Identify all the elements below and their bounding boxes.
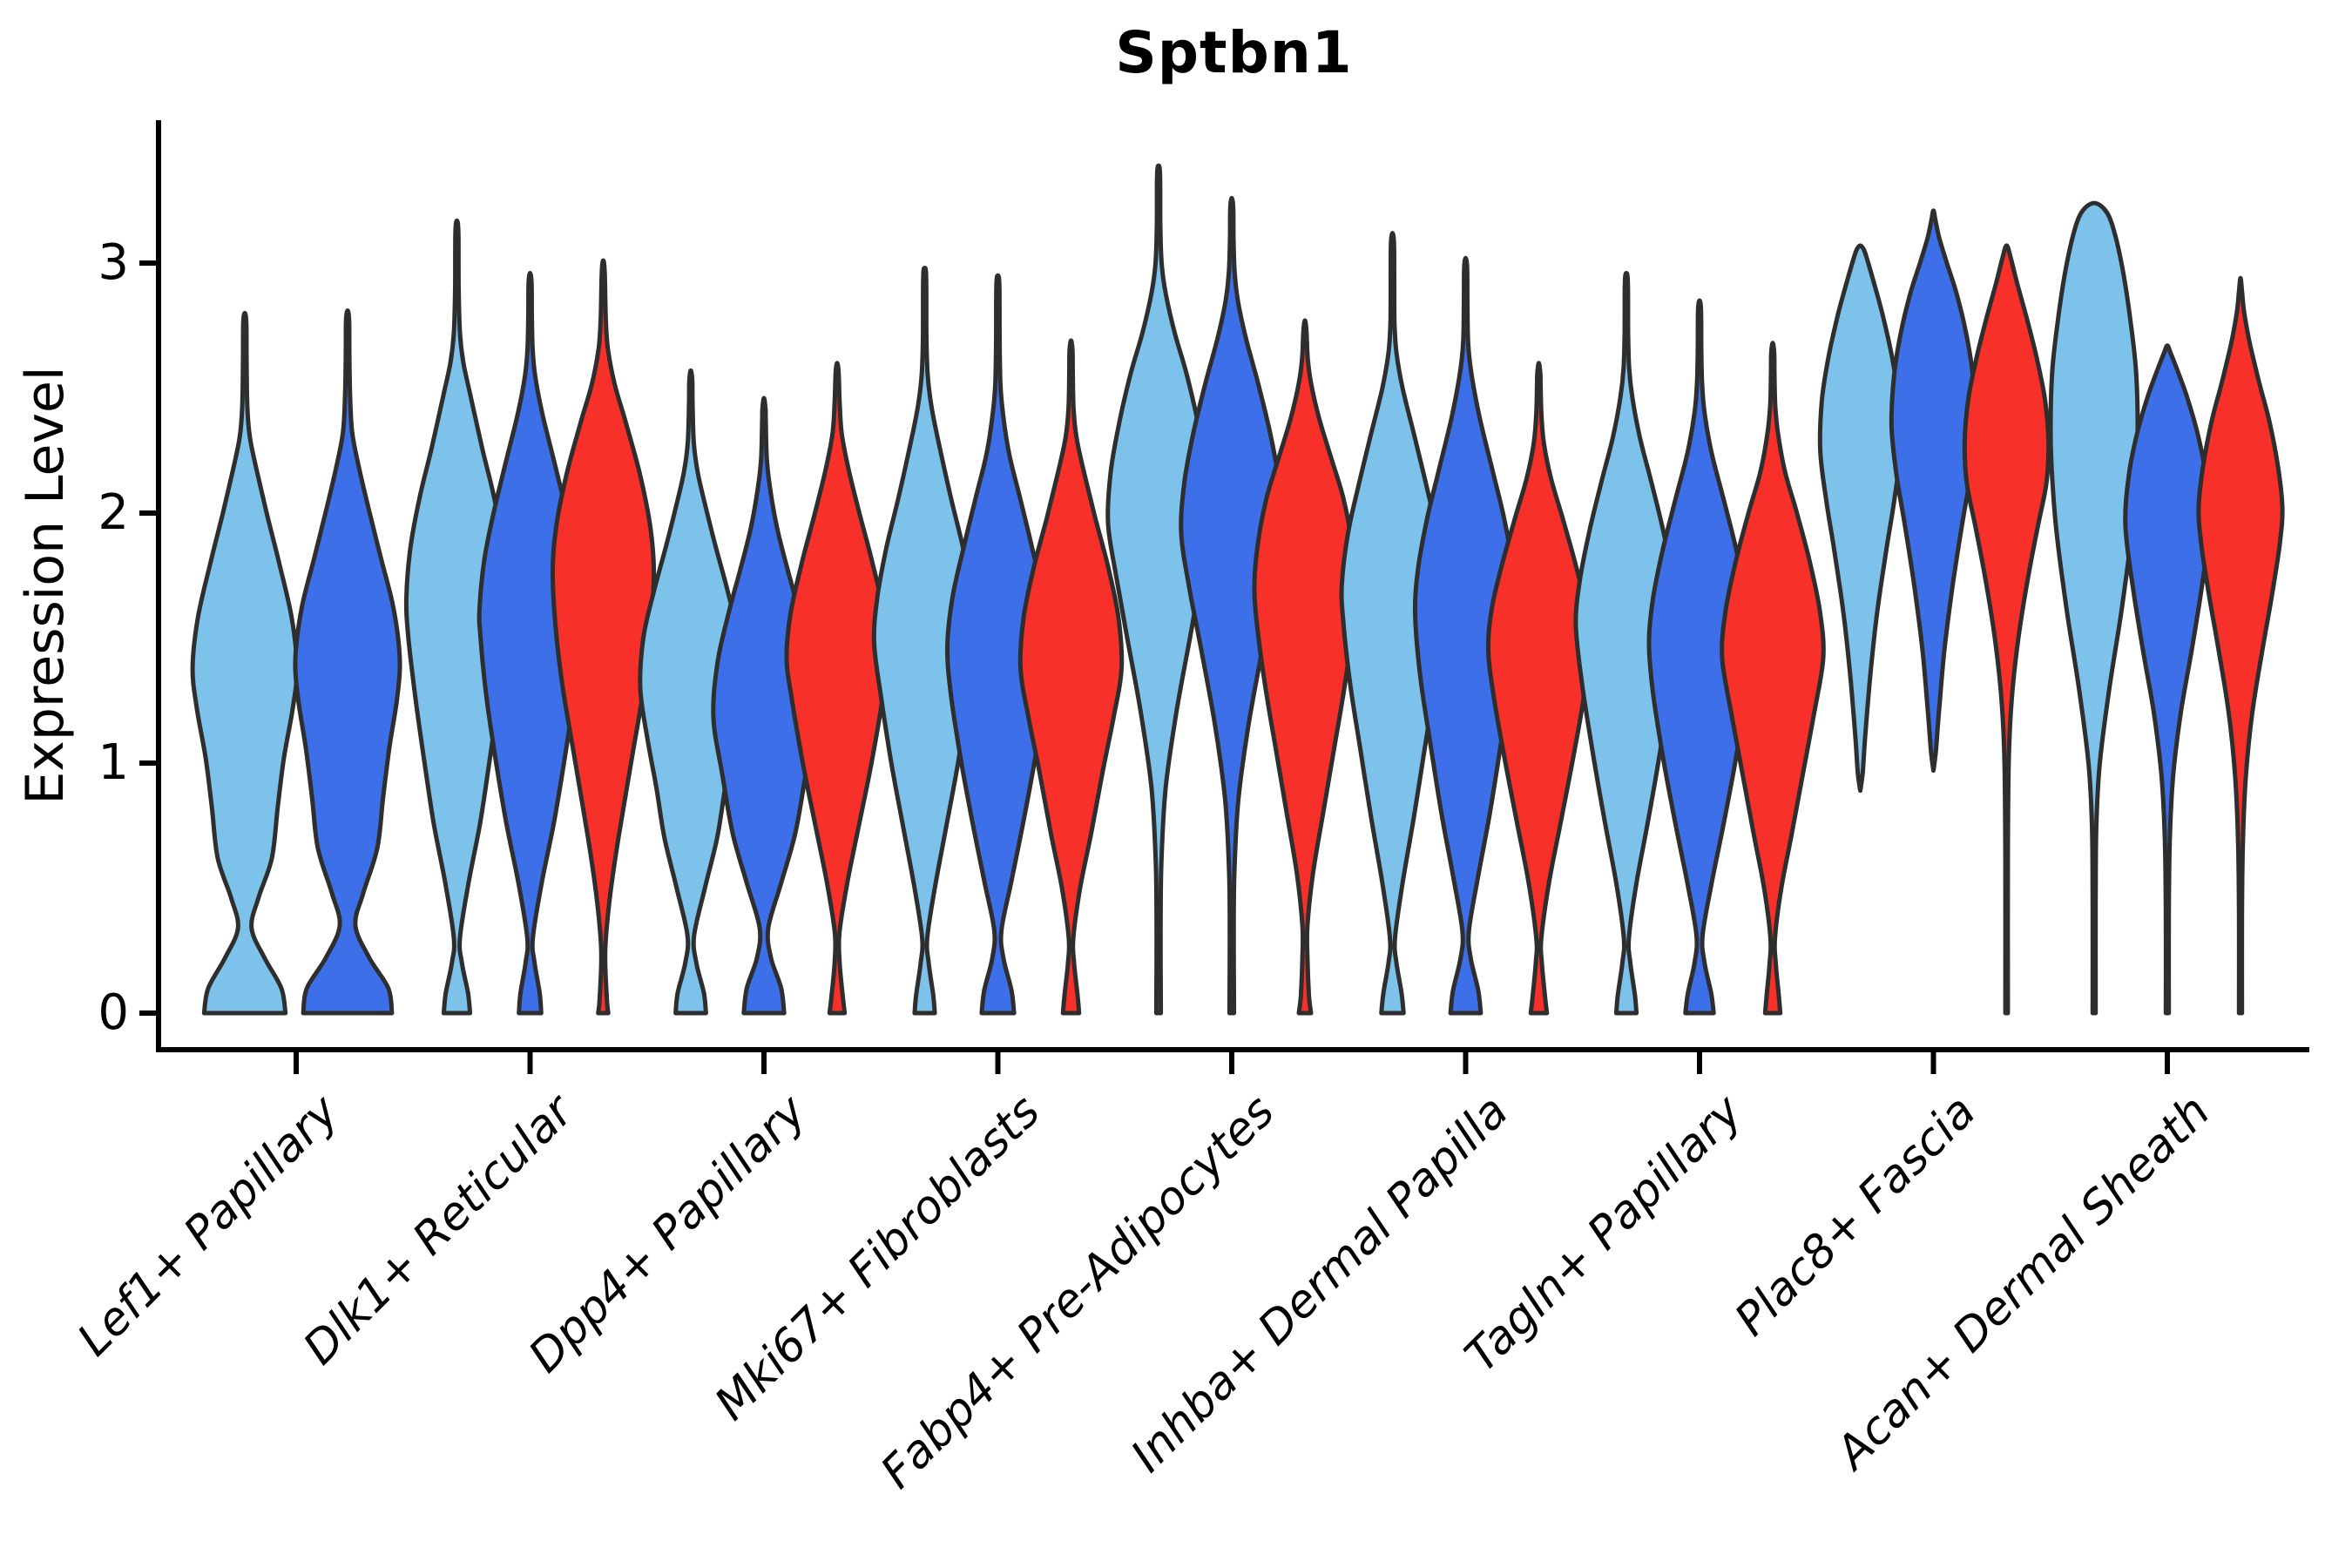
violin-6-light_blue <box>1339 231 1446 1016</box>
violin-9-light_blue <box>2048 200 2140 1016</box>
violin-7-light_blue <box>1573 271 1680 1016</box>
violin-1-dark_blue <box>293 308 402 1016</box>
violin-3-light_blue <box>638 368 744 1016</box>
violin-7-dark_blue <box>1646 298 1753 1016</box>
violin-9-dark_blue <box>2123 343 2212 1016</box>
violin-5-light_blue <box>1105 163 1212 1016</box>
violin-8-dark_blue <box>1889 208 1978 774</box>
violin-4-dark_blue <box>944 273 1051 1016</box>
violin-8-light_blue <box>1817 243 1903 794</box>
violin-1-light_blue <box>190 310 300 1016</box>
chart-title: Sptbn1 <box>1115 19 1353 86</box>
y-tick-label-1: 1 <box>98 734 129 791</box>
violin-9-red <box>2196 275 2285 1016</box>
violin-7-red <box>1720 341 1826 1016</box>
violin-6-dark_blue <box>1412 255 1519 1016</box>
violin-3-dark_blue <box>711 395 817 1016</box>
y-tick-label-0: 0 <box>98 984 129 1041</box>
violin-4-red <box>1017 338 1125 1016</box>
y-tick-label-3: 3 <box>98 234 129 291</box>
violin-2-red <box>550 258 657 1016</box>
violin-6-red <box>1485 361 1592 1016</box>
violin-4-light_blue <box>871 266 978 1016</box>
violin-2-dark_blue <box>476 271 584 1016</box>
y-tick-label-2: 2 <box>98 484 129 541</box>
violin-8-red <box>1962 243 2051 1016</box>
violin-5-red <box>1252 318 1358 1016</box>
violin-2-light_blue <box>403 218 510 1016</box>
violin-3-red <box>784 361 890 1016</box>
